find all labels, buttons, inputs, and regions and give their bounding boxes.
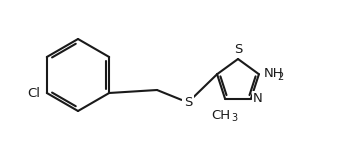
Text: NH: NH xyxy=(264,67,284,80)
Text: S: S xyxy=(184,96,192,109)
Text: 2: 2 xyxy=(277,72,284,82)
Text: CH: CH xyxy=(212,109,231,122)
Text: N: N xyxy=(253,92,263,105)
Text: Cl: Cl xyxy=(27,86,40,99)
Text: S: S xyxy=(234,43,242,56)
Text: 3: 3 xyxy=(231,113,237,123)
